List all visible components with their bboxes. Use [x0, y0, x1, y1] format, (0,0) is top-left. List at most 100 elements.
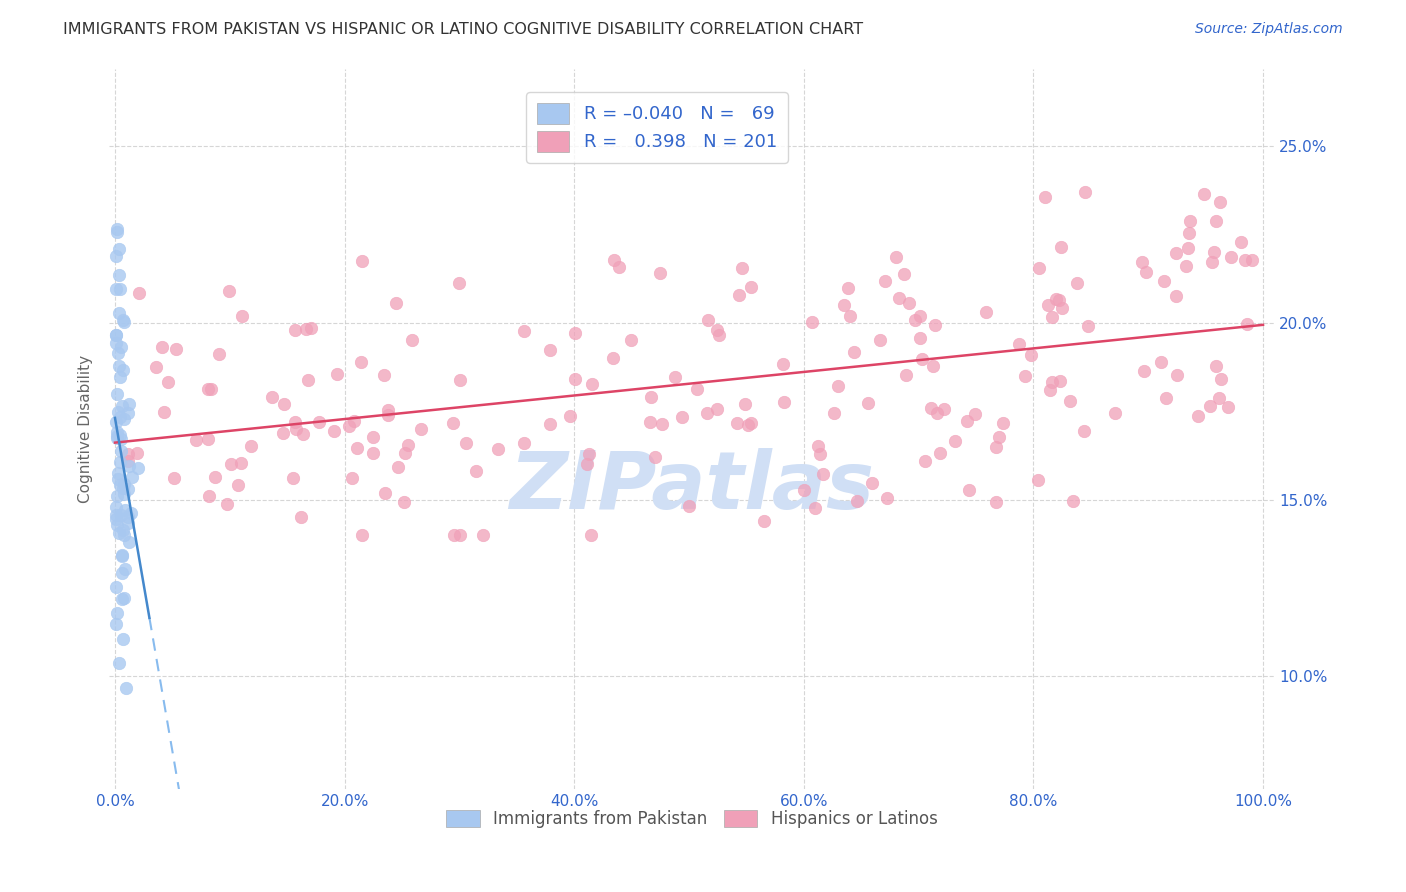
Point	[564, 326, 586, 340]
Point	[107, 467, 129, 481]
Point	[686, 382, 709, 396]
Point	[920, 401, 942, 415]
Point	[299, 321, 322, 335]
Point	[873, 274, 896, 288]
Point	[127, 461, 149, 475]
Point	[1198, 399, 1220, 413]
Point	[456, 436, 478, 450]
Point	[105, 429, 128, 443]
Point	[486, 442, 509, 456]
Point	[110, 432, 132, 446]
Point	[107, 306, 129, 320]
Point	[1240, 252, 1263, 267]
Point	[112, 591, 135, 606]
Point	[1154, 391, 1177, 405]
Point	[734, 397, 756, 411]
Point	[117, 454, 139, 468]
Point	[1062, 493, 1084, 508]
Point	[110, 455, 132, 469]
Point	[1202, 244, 1225, 259]
Point	[904, 313, 927, 327]
Point	[538, 343, 561, 357]
Point	[350, 528, 373, 542]
Y-axis label: Cognitive Disability: Cognitive Disability	[79, 355, 93, 503]
Point	[860, 475, 883, 490]
Point	[290, 509, 312, 524]
Point	[111, 549, 134, 563]
Point	[186, 433, 208, 447]
Point	[1074, 185, 1097, 199]
Point	[112, 313, 135, 327]
Point	[842, 344, 865, 359]
Point	[197, 382, 219, 396]
Point	[104, 249, 127, 263]
Point	[856, 396, 879, 410]
Point	[804, 501, 827, 516]
Point	[325, 368, 347, 382]
Point	[609, 260, 631, 274]
Point	[117, 448, 139, 462]
Point	[107, 405, 129, 419]
Point	[231, 309, 253, 323]
Point	[273, 397, 295, 411]
Point	[671, 410, 693, 425]
Point	[108, 242, 131, 256]
Point	[650, 266, 672, 280]
Point	[987, 430, 1010, 444]
Point	[441, 416, 464, 430]
Point	[772, 357, 794, 371]
Point	[308, 415, 330, 429]
Point	[108, 369, 131, 384]
Point	[1066, 277, 1088, 291]
Point	[219, 458, 242, 472]
Point	[150, 340, 173, 354]
Point	[1150, 355, 1173, 369]
Point	[696, 406, 718, 420]
Point	[1216, 401, 1239, 415]
Point	[1153, 274, 1175, 288]
Point	[945, 434, 967, 449]
Point	[153, 405, 176, 419]
Point	[706, 322, 728, 336]
Point	[560, 409, 582, 424]
Point	[1049, 374, 1071, 388]
Point	[513, 324, 536, 338]
Point	[111, 566, 134, 580]
Point	[198, 489, 221, 503]
Point	[914, 453, 936, 467]
Point	[128, 286, 150, 301]
Point	[373, 368, 395, 382]
Point	[1132, 364, 1154, 378]
Point	[361, 446, 384, 460]
Point	[1208, 194, 1230, 209]
Point	[984, 440, 1007, 454]
Point	[1130, 255, 1153, 269]
Point	[1229, 235, 1251, 250]
Point	[105, 431, 128, 445]
Point	[392, 495, 415, 509]
Point	[538, 417, 561, 431]
Point	[118, 459, 141, 474]
Point	[377, 408, 399, 422]
Point	[1077, 319, 1099, 334]
Point	[112, 412, 135, 426]
Point	[165, 343, 187, 357]
Point	[832, 298, 855, 312]
Point	[846, 493, 869, 508]
Point	[963, 407, 986, 421]
Point	[145, 360, 167, 375]
Point	[108, 478, 131, 492]
Point	[112, 476, 135, 491]
Point	[472, 528, 495, 542]
Point	[1050, 301, 1073, 315]
Point	[107, 472, 129, 486]
Point	[1166, 368, 1188, 382]
Point	[117, 482, 139, 496]
Point	[801, 315, 824, 329]
Point	[1208, 391, 1230, 405]
Point	[1234, 253, 1257, 268]
Point	[322, 424, 344, 438]
Point	[579, 528, 602, 542]
Point	[104, 336, 127, 351]
Point	[465, 464, 488, 478]
